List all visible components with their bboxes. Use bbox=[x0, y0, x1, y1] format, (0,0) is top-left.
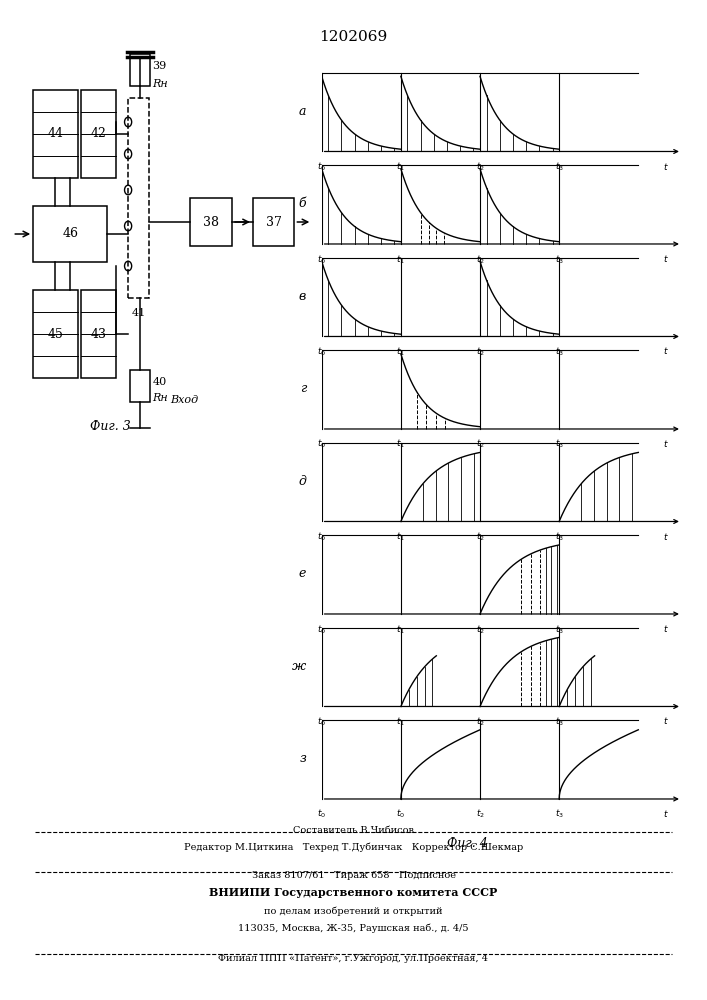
Text: з: з bbox=[299, 752, 306, 765]
Text: 40: 40 bbox=[153, 377, 167, 387]
Text: е: е bbox=[299, 567, 306, 580]
Text: $t_3$: $t_3$ bbox=[554, 716, 563, 728]
Text: г: г bbox=[300, 382, 306, 395]
Text: $t_1$: $t_1$ bbox=[397, 623, 405, 636]
Text: $t_0$: $t_0$ bbox=[317, 716, 326, 728]
Text: $t_0$: $t_0$ bbox=[317, 253, 326, 265]
Text: $t$: $t$ bbox=[663, 808, 669, 819]
Text: Заказ 8107/61   Тираж 658   Подписное: Заказ 8107/61 Тираж 658 Подписное bbox=[252, 871, 455, 880]
Text: ж: ж bbox=[292, 660, 306, 673]
Text: $t$: $t$ bbox=[663, 716, 669, 726]
Text: $t_3$: $t_3$ bbox=[554, 253, 563, 265]
Bar bbox=[33, 90, 78, 178]
Text: $t$: $t$ bbox=[663, 346, 669, 357]
Text: $t_2$: $t_2$ bbox=[476, 160, 484, 173]
Text: 1202069: 1202069 bbox=[320, 30, 387, 44]
Text: $t$: $t$ bbox=[663, 530, 669, 542]
Bar bbox=[190, 198, 232, 246]
Bar bbox=[81, 290, 116, 378]
Text: $t_2$: $t_2$ bbox=[476, 253, 484, 265]
Text: Вход: Вход bbox=[170, 395, 198, 405]
Text: Rн: Rн bbox=[153, 393, 168, 403]
Text: $t_1$: $t_1$ bbox=[397, 253, 405, 265]
Text: $t_0$: $t_0$ bbox=[317, 346, 326, 358]
Text: Редактор М.Циткина   Техред Т.Дубинчак   Корректор С.Шекмар: Редактор М.Циткина Техред Т.Дубинчак Кор… bbox=[184, 843, 523, 852]
Text: $t$: $t$ bbox=[663, 253, 669, 264]
Text: 46: 46 bbox=[62, 227, 78, 240]
Text: 38: 38 bbox=[203, 216, 219, 229]
Bar bbox=[128, 98, 149, 298]
Text: б: б bbox=[298, 197, 306, 210]
Text: $t_3$: $t_3$ bbox=[554, 346, 563, 358]
Text: $t_1$: $t_1$ bbox=[397, 438, 405, 450]
Bar bbox=[81, 90, 116, 178]
Text: $t_1$: $t_1$ bbox=[397, 716, 405, 728]
Text: 42: 42 bbox=[90, 127, 106, 140]
Text: $t_0$: $t_0$ bbox=[317, 160, 326, 173]
Text: 113035, Москва, Ж-35, Раушская наб., д. 4/5: 113035, Москва, Ж-35, Раушская наб., д. … bbox=[238, 924, 469, 933]
Text: а: а bbox=[298, 105, 306, 118]
Bar bbox=[129, 370, 151, 402]
Text: 43: 43 bbox=[90, 328, 107, 340]
Text: $t$: $t$ bbox=[663, 438, 669, 449]
Text: $t_0$: $t_0$ bbox=[317, 438, 326, 450]
Text: Rн: Rн bbox=[153, 79, 168, 89]
Text: $t$: $t$ bbox=[663, 160, 669, 172]
Text: $t_3$: $t_3$ bbox=[554, 623, 563, 636]
Bar bbox=[33, 290, 78, 378]
Text: в: в bbox=[299, 290, 306, 303]
Text: $t_2$: $t_2$ bbox=[476, 438, 484, 450]
Text: $t_1$: $t_1$ bbox=[397, 346, 405, 358]
Text: Фиг. 3: Фиг. 3 bbox=[90, 420, 131, 432]
Text: Фиг. 4: Фиг. 4 bbox=[447, 837, 488, 850]
Text: $t_3$: $t_3$ bbox=[554, 160, 563, 173]
Bar bbox=[253, 198, 294, 246]
Text: $t$: $t$ bbox=[663, 623, 669, 634]
Text: $t_3$: $t_3$ bbox=[554, 530, 563, 543]
Text: $t_0$: $t_0$ bbox=[317, 530, 326, 543]
Text: $t_2$: $t_2$ bbox=[476, 346, 484, 358]
Text: $t_2$: $t_2$ bbox=[476, 716, 484, 728]
Text: $t_2$: $t_2$ bbox=[476, 530, 484, 543]
Text: 37: 37 bbox=[266, 216, 281, 229]
Text: $t_0$: $t_0$ bbox=[317, 623, 326, 636]
Text: 44: 44 bbox=[47, 127, 64, 140]
Text: $t_3$: $t_3$ bbox=[554, 808, 563, 820]
Text: Составитель В.Чибисов: Составитель В.Чибисов bbox=[293, 826, 414, 835]
Bar bbox=[33, 206, 107, 262]
Bar bbox=[129, 54, 151, 86]
Text: по делам изобретений и открытий: по делам изобретений и открытий bbox=[264, 906, 443, 916]
Text: $t_2$: $t_2$ bbox=[476, 623, 484, 636]
Text: $t_0$: $t_0$ bbox=[317, 808, 326, 820]
Text: д: д bbox=[298, 475, 306, 488]
Text: $t_0$: $t_0$ bbox=[396, 808, 405, 820]
Text: 41: 41 bbox=[132, 308, 146, 318]
Text: $t_3$: $t_3$ bbox=[554, 438, 563, 450]
Text: $t_1$: $t_1$ bbox=[397, 160, 405, 173]
Text: ВНИИПИ Государственного комитета СССР: ВНИИПИ Государственного комитета СССР bbox=[209, 887, 498, 898]
Text: $t_2$: $t_2$ bbox=[476, 808, 484, 820]
Text: 39: 39 bbox=[153, 61, 167, 71]
Text: $t_1$: $t_1$ bbox=[397, 530, 405, 543]
Text: Филиал ППП «Патент», г.Ужгород, ул.Проектная, 4: Филиал ППП «Патент», г.Ужгород, ул.Проек… bbox=[218, 954, 489, 963]
Text: 45: 45 bbox=[47, 328, 64, 340]
